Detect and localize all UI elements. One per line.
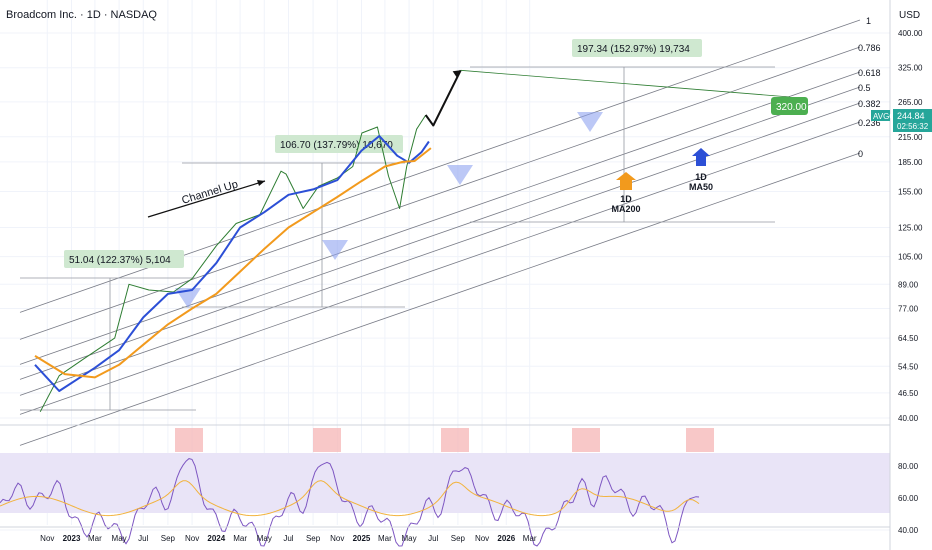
rsi-overbought-box bbox=[572, 428, 600, 452]
rsi-tick-label: 80.00 bbox=[898, 462, 919, 471]
x-tick-label: Nov bbox=[185, 534, 199, 543]
y-tick-label: 54.50 bbox=[898, 362, 919, 371]
x-tick-label: Jul bbox=[428, 534, 438, 543]
ma200-arrow bbox=[616, 172, 636, 190]
channel-up-arrowhead bbox=[257, 180, 265, 186]
x-tick-label: 2025 bbox=[353, 534, 371, 543]
countdown: 02:56:32 bbox=[897, 122, 929, 131]
fib-level-label: 0.382 bbox=[858, 99, 881, 109]
measure-label-box bbox=[64, 250, 184, 268]
channel-up-arrow bbox=[147, 180, 266, 218]
x-tick-label: Nov bbox=[330, 534, 344, 543]
ma50-label: MA50 bbox=[689, 182, 713, 192]
x-tick-label: 2024 bbox=[207, 534, 225, 543]
ma50-label-1d: 1D bbox=[695, 172, 707, 182]
rsi-tick-label: 60.00 bbox=[898, 494, 919, 503]
x-tick-label: Nov bbox=[475, 534, 489, 543]
currency-label: USD bbox=[899, 10, 920, 21]
fib-line bbox=[19, 121, 861, 415]
fib-level-label: 0.5 bbox=[858, 83, 871, 93]
y-tick-label: 125.00 bbox=[898, 223, 923, 232]
y-tick-label: 265.00 bbox=[898, 98, 923, 107]
pattern-triangle bbox=[322, 240, 348, 260]
ma200-label: MA200 bbox=[611, 204, 640, 214]
rsi-line bbox=[0, 458, 700, 547]
measure-label-box bbox=[275, 135, 403, 153]
fib-line bbox=[19, 152, 861, 446]
series-line-0 bbox=[39, 114, 427, 413]
rsi-series bbox=[0, 458, 700, 547]
symbol-tag-bg bbox=[871, 110, 890, 121]
y-tick-label: 105.00 bbox=[898, 253, 923, 262]
y-tick-label: 46.50 bbox=[898, 389, 919, 398]
x-tick-label: Sep bbox=[451, 534, 466, 543]
fib-line bbox=[19, 71, 861, 365]
y-tick-label: 215.00 bbox=[898, 133, 923, 142]
x-tick-label: Sep bbox=[161, 534, 176, 543]
x-tick-label: May bbox=[257, 534, 272, 543]
y-tick-label: 77.00 bbox=[898, 304, 919, 313]
rsi-tick-label: 40.00 bbox=[898, 526, 919, 535]
series-line-2 bbox=[34, 147, 432, 379]
fib-level-label: 0.236 bbox=[858, 118, 881, 128]
y-tick-label: 400.00 bbox=[898, 29, 923, 38]
price-tag-bg bbox=[893, 109, 932, 132]
fib-level-label: 0 bbox=[858, 149, 863, 159]
y-tick-label: 89.00 bbox=[898, 280, 919, 289]
rsi-overbought-box bbox=[686, 428, 714, 452]
y-tick-label: 325.00 bbox=[898, 64, 923, 73]
price-tag: AVGO 244.84 02:56:32 bbox=[871, 109, 932, 132]
y-tick-label: 64.50 bbox=[898, 334, 919, 343]
rsi-overbought-box bbox=[175, 428, 203, 452]
projection-arrowhead bbox=[452, 70, 461, 78]
fib-level-label: 0.786 bbox=[858, 43, 881, 53]
y-tick-label: 155.00 bbox=[898, 188, 923, 197]
rsi-band bbox=[0, 453, 890, 513]
x-tick-label: 2023 bbox=[63, 534, 81, 543]
ma50-arrow bbox=[692, 148, 710, 166]
target-label: 320.00 bbox=[776, 102, 807, 113]
x-tick-label: Nov bbox=[40, 534, 54, 543]
x-tick-label: Jul bbox=[283, 534, 293, 543]
x-tick-label: Sep bbox=[306, 534, 321, 543]
rsi-overbought-box bbox=[441, 428, 469, 452]
x-tick-label: Jul bbox=[138, 534, 148, 543]
fib-line bbox=[19, 102, 861, 396]
measure-label: 51.04 (122.37%) 5,104 bbox=[69, 255, 171, 266]
x-tick-label: May bbox=[112, 534, 127, 543]
measure-label-box bbox=[572, 39, 702, 57]
x-tick-label: Mar bbox=[88, 534, 102, 543]
pattern-triangle bbox=[577, 112, 603, 132]
fib-level-label: 1 bbox=[866, 16, 871, 26]
target-box bbox=[771, 97, 808, 115]
rsi-ma-line bbox=[0, 480, 700, 517]
y-tick-label: 185.00 bbox=[898, 158, 923, 167]
measure-label: 197.34 (152.97%) 19,734 bbox=[577, 44, 690, 55]
pattern-triangle bbox=[175, 288, 201, 308]
x-tick-label: May bbox=[402, 534, 417, 543]
target-connector bbox=[460, 69, 791, 98]
last-price: 244.84 bbox=[897, 111, 925, 121]
symbol-tag: AVGO bbox=[873, 112, 896, 121]
x-tick-label: Mar bbox=[378, 534, 392, 543]
x-tick-label: Mar bbox=[523, 534, 537, 543]
series-line-3 bbox=[424, 69, 462, 127]
measure-label: 106.70 (137.79%) 10,670 bbox=[280, 140, 393, 151]
x-tick-label: 2026 bbox=[497, 534, 515, 543]
fib-level-label: 0.618 bbox=[858, 68, 881, 78]
chart-title: Broadcom Inc. · 1D · NASDAQ bbox=[6, 9, 157, 21]
series-line-1 bbox=[34, 135, 430, 392]
rsi-overbought-box bbox=[313, 428, 341, 452]
y-tick-label: 40.00 bbox=[898, 414, 919, 423]
chart-marks: 51.04 (122.37%) 5,104 106.70 (137.79%) 10… bbox=[20, 39, 775, 452]
pattern-triangle bbox=[447, 165, 473, 185]
x-tick-label: Mar bbox=[233, 534, 247, 543]
ma200-label-1d: 1D bbox=[620, 194, 632, 204]
